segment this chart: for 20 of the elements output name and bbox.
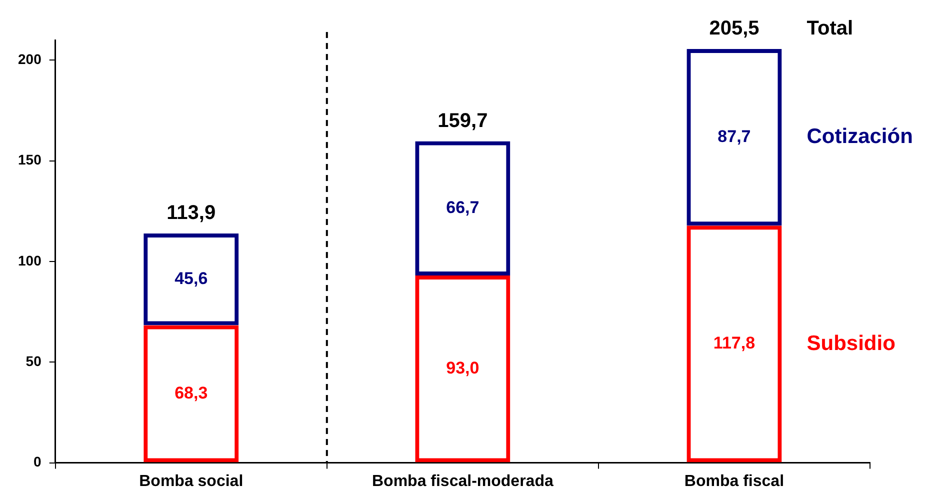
data-label: 45,6: [174, 269, 208, 288]
x-tick-label: Bomba fiscal-moderada: [372, 472, 554, 490]
y-tick-label: 50: [26, 352, 42, 369]
y-tick-label: 150: [18, 152, 42, 168]
data-label: 87,7: [718, 127, 751, 146]
data-label: 117,8: [713, 334, 756, 353]
data-label: 66,7: [446, 198, 480, 218]
y-tick-label: 100: [18, 252, 42, 268]
total-label: 159,7: [438, 110, 488, 132]
total-label: 113,9: [166, 202, 216, 224]
total-label: 205,5: [709, 18, 760, 40]
series-label: Subsidio: [806, 332, 896, 355]
y-tick-label: 200: [18, 50, 42, 67]
text: Total: [806, 18, 854, 40]
x-tick-label: Bomba social: [139, 472, 244, 490]
data-label: 68,3: [174, 383, 208, 402]
data-label: 93,0: [446, 358, 480, 378]
x-tick-label: Bomba fiscal: [684, 472, 784, 490]
series-label: Cotización: [806, 125, 913, 148]
y-tick-label: 0: [34, 454, 42, 470]
